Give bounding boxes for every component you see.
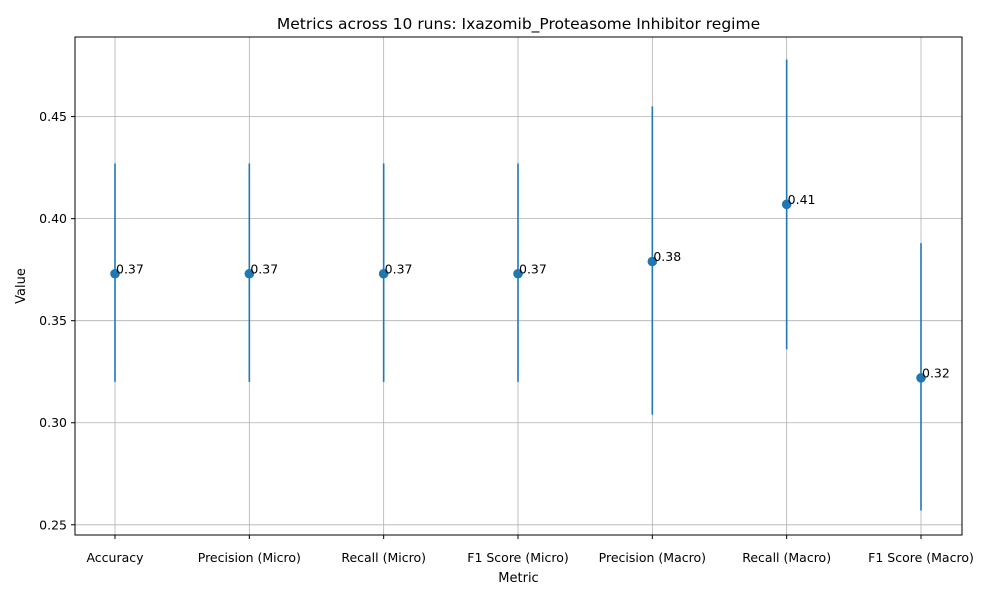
data-label: 0.41 xyxy=(788,192,816,207)
data-label: 0.37 xyxy=(116,261,144,276)
y-tick-label: 0.35 xyxy=(39,313,67,328)
y-axis-ticks: 0.25 0.30 0.35 0.40 0.45 xyxy=(39,109,75,532)
x-tick-label: Precision (Macro) xyxy=(599,550,706,565)
y-tick-label: 0.25 xyxy=(39,517,67,532)
y-tick-label: 0.45 xyxy=(39,109,67,124)
y-tick-label: 0.40 xyxy=(39,211,67,226)
data-label: 0.37 xyxy=(385,261,413,276)
data-point xyxy=(647,256,658,267)
y-axis-title: Value xyxy=(14,268,29,304)
x-axis-ticks: Accuracy Precision (Micro) Recall (Micro) F… xyxy=(86,535,974,565)
data-points xyxy=(110,199,926,383)
data-point xyxy=(110,268,120,279)
data-label: 0.37 xyxy=(250,261,278,276)
data-point xyxy=(513,268,523,279)
x-tick-label: F1 Score (Micro) xyxy=(467,550,569,565)
data-point xyxy=(916,373,926,383)
data-label: 0.38 xyxy=(653,249,681,264)
data-labels: 0.37 0.37 0.37 0.37 0.38 0.41 0.32 xyxy=(116,192,950,380)
data-point xyxy=(244,268,255,279)
x-tick-label: Precision (Micro) xyxy=(198,550,301,565)
x-tick-label: Accuracy xyxy=(86,550,144,565)
data-point xyxy=(781,199,792,210)
y-tick-label: 0.30 xyxy=(39,415,67,430)
chart-title: Metrics across 10 runs: Ixazomib_Proteas… xyxy=(277,15,760,34)
data-point xyxy=(378,268,389,279)
data-label: 0.32 xyxy=(922,365,950,380)
x-tick-label: Recall (Macro) xyxy=(742,550,831,565)
x-tick-label: Recall (Micro) xyxy=(341,550,426,565)
x-axis-title: Metric xyxy=(498,571,538,586)
x-tick-label: F1 Score (Macro) xyxy=(868,550,974,565)
data-label: 0.37 xyxy=(519,261,547,276)
